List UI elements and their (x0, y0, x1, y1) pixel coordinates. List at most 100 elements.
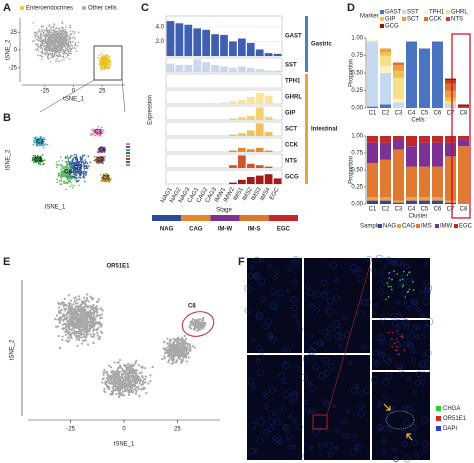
cell-dot (63, 297, 66, 300)
cell-dot (59, 49, 62, 52)
y-tick-label: -25 (8, 65, 17, 71)
bar (246, 149, 255, 152)
cell-dot (50, 53, 52, 55)
or51e1-stain (391, 337, 393, 339)
cell-dot (66, 164, 69, 166)
bar (255, 107, 264, 120)
cell-dot (105, 54, 108, 57)
cell-dot (194, 325, 197, 329)
cell-dot (66, 31, 68, 34)
bar (237, 133, 246, 136)
cell-dot (108, 64, 111, 67)
cell-dot (59, 51, 62, 53)
cell-dot (58, 318, 62, 322)
cell-dot (53, 41, 55, 43)
panel-label: C (141, 2, 149, 14)
cell-dot (64, 322, 67, 325)
cell-dot (49, 27, 52, 29)
cell-dot (73, 300, 76, 303)
cell-dot (60, 48, 63, 50)
cell-dot (124, 370, 127, 373)
legend-swatch (436, 406, 441, 411)
cell-dot (92, 335, 95, 338)
cell-dot (70, 37, 72, 40)
cell-dot (97, 125, 100, 128)
cell-dot (61, 59, 63, 61)
cell-dot (57, 175, 60, 177)
cell-dot (69, 185, 71, 188)
stage-label: EGC (277, 227, 291, 233)
cell-dot (48, 31, 50, 33)
cell-dot (69, 299, 73, 302)
micrograph (304, 355, 370, 460)
cell-dot (64, 176, 67, 178)
bar (237, 147, 246, 152)
cell-dot (58, 172, 61, 175)
x-tick-label: C7 (447, 111, 455, 117)
bar-segment (367, 200, 378, 204)
x-tick-label: 25 (174, 427, 181, 433)
cell-dot (45, 33, 47, 35)
cell-dot (177, 336, 180, 340)
cell-dot (58, 51, 61, 54)
cell-dot (163, 340, 166, 343)
cell-dot (98, 323, 101, 326)
legend-label: Other cells (88, 6, 117, 12)
x-tick-label: 0 (72, 89, 76, 95)
cell-dot (57, 50, 60, 53)
cell-dot (41, 34, 43, 36)
chga-stain (408, 271, 411, 273)
cell-dot (106, 370, 109, 374)
cell-dot (198, 325, 201, 328)
cell-dot (192, 322, 195, 326)
cell-dot (60, 26, 63, 29)
cell-dot (92, 322, 95, 326)
bar (184, 24, 193, 56)
cell-dot (67, 294, 71, 297)
cell-dot (134, 369, 137, 372)
cell-dot (48, 24, 51, 26)
cell-dot (60, 163, 63, 166)
bar (175, 23, 184, 56)
or51e1-stain (398, 353, 401, 355)
chga-stain (404, 296, 407, 298)
cell-dot (187, 356, 190, 359)
cell-dot (184, 353, 187, 356)
cell-dot (77, 318, 80, 321)
cell-dot (63, 180, 66, 182)
cell-dot (41, 58, 43, 61)
cell-dot (57, 334, 60, 338)
cell-dot (67, 167, 69, 170)
cell-dot (163, 355, 166, 358)
cell-dot (68, 320, 72, 323)
cell-dot (92, 319, 95, 322)
cell-dot (73, 161, 76, 164)
cell-dot (62, 46, 64, 49)
cell-dot (87, 300, 90, 303)
cell-dot (86, 331, 89, 334)
cell-dot (84, 303, 87, 306)
bar-segment (380, 159, 391, 198)
bar (220, 34, 228, 56)
cell-dot (98, 54, 101, 57)
cell-dot (75, 325, 78, 328)
group-label: Intestinal (311, 127, 338, 133)
bar (264, 150, 273, 152)
cell-dot (111, 392, 115, 395)
cell-dot (64, 309, 67, 312)
x-axis-label: tSNE_1 (63, 97, 84, 103)
cell-dot (89, 314, 93, 317)
cell-dot (133, 382, 136, 386)
cell-dot (57, 45, 60, 48)
y-tick-label: 1.00 (351, 36, 363, 42)
cell-dot (201, 319, 204, 322)
cell-dot (55, 54, 58, 57)
cell-dot (101, 381, 104, 384)
micrograph (372, 258, 430, 318)
cell-dot (43, 45, 45, 48)
cell-dot (41, 52, 44, 54)
cell-dot (42, 25, 45, 28)
cell-dot (124, 372, 127, 375)
cell-dot (86, 162, 89, 165)
cell-dot (64, 155, 67, 158)
